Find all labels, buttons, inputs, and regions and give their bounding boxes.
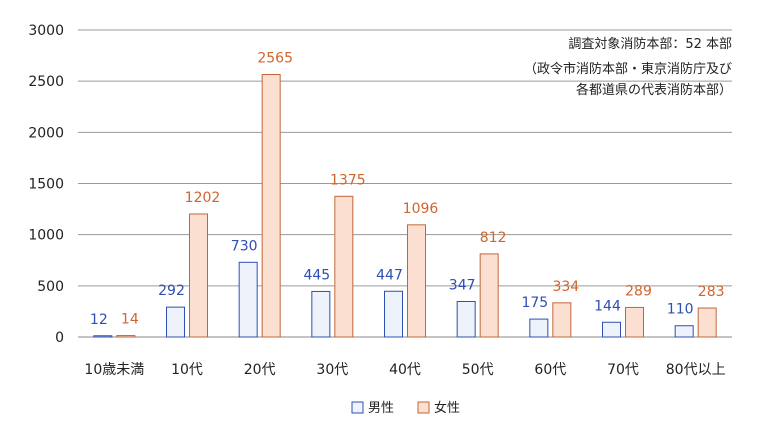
- annotation-line-1: 調査対象消防本部：52 本部: [568, 37, 732, 52]
- x-tick-label-2: 20代: [244, 362, 276, 378]
- bar-male-8: [674, 325, 694, 338]
- bar-male-0: [93, 335, 113, 338]
- y-tick-label-1000: 1000: [28, 228, 64, 244]
- x-tick-label-6: 60代: [534, 362, 566, 378]
- bar-male-3: [311, 290, 331, 338]
- data-label-female-3: 1375: [330, 172, 366, 188]
- y-tick-label-500: 500: [37, 279, 64, 295]
- data-label-female-8: 283: [698, 284, 725, 300]
- data-label-male-4: 447: [376, 267, 403, 283]
- data-label-male-3: 445: [303, 267, 330, 283]
- legend-swatch-female: [417, 401, 430, 414]
- bar-male-1: [166, 306, 185, 338]
- data-label-female-7: 289: [625, 283, 652, 299]
- bar-female-8: [697, 307, 717, 338]
- legend-swatch-male: [351, 401, 364, 414]
- data-label-female-6: 334: [552, 279, 579, 295]
- bar-female-6: [552, 302, 572, 338]
- bar-female-2: [261, 74, 281, 338]
- legend-label-female: 女性: [434, 400, 460, 416]
- bar-male-7: [602, 321, 621, 338]
- data-label-female-1: 1202: [185, 190, 221, 206]
- x-tick-label-8: 80代以上: [666, 362, 726, 378]
- annotation-line-3: 各都道県の代表消防本部）: [575, 83, 732, 98]
- data-label-female-0: 14: [121, 312, 139, 328]
- data-label-female-5: 812: [480, 230, 507, 246]
- bar-male-6: [529, 318, 549, 338]
- bar-female-0: [116, 335, 136, 338]
- data-label-male-5: 347: [449, 277, 476, 293]
- bar-female-3: [334, 195, 354, 338]
- bar-male-4: [384, 290, 403, 338]
- data-label-female-4: 1096: [403, 201, 439, 217]
- bar-female-1: [189, 213, 208, 338]
- x-tick-label-0: 10歳未満: [84, 362, 144, 378]
- x-tick-label-4: 40代: [389, 362, 421, 378]
- y-tick-label-2500: 2500: [28, 74, 64, 90]
- y-tick-label-1500: 1500: [28, 177, 64, 193]
- bar-female-4: [407, 224, 426, 338]
- y-tick-label-3000: 3000: [28, 23, 64, 39]
- data-label-male-1: 292: [158, 283, 185, 299]
- bar-female-7: [625, 306, 644, 338]
- legend-label-male: 男性: [368, 401, 394, 416]
- data-label-male-7: 144: [594, 298, 621, 314]
- x-tick-label-7: 70代: [607, 362, 639, 378]
- x-tick-label-5: 50代: [462, 362, 494, 378]
- y-tick-label-0: 0: [55, 330, 64, 346]
- annotation-line-2: （政令市消防本部・東京消防庁及び: [523, 62, 732, 77]
- data-label-male-2: 730: [231, 238, 258, 254]
- bar-female-5: [479, 253, 499, 338]
- x-tick-label-3: 30代: [316, 362, 348, 378]
- data-label-male-6: 175: [521, 295, 548, 311]
- y-tick-label-2000: 2000: [28, 125, 64, 141]
- x-tick-label-1: 10代: [171, 362, 203, 378]
- data-label-male-8: 110: [667, 302, 694, 318]
- bar-male-5: [456, 300, 476, 338]
- data-label-female-2: 2565: [257, 51, 293, 67]
- data-label-male-0: 12: [90, 312, 108, 328]
- bar-male-2: [238, 261, 258, 338]
